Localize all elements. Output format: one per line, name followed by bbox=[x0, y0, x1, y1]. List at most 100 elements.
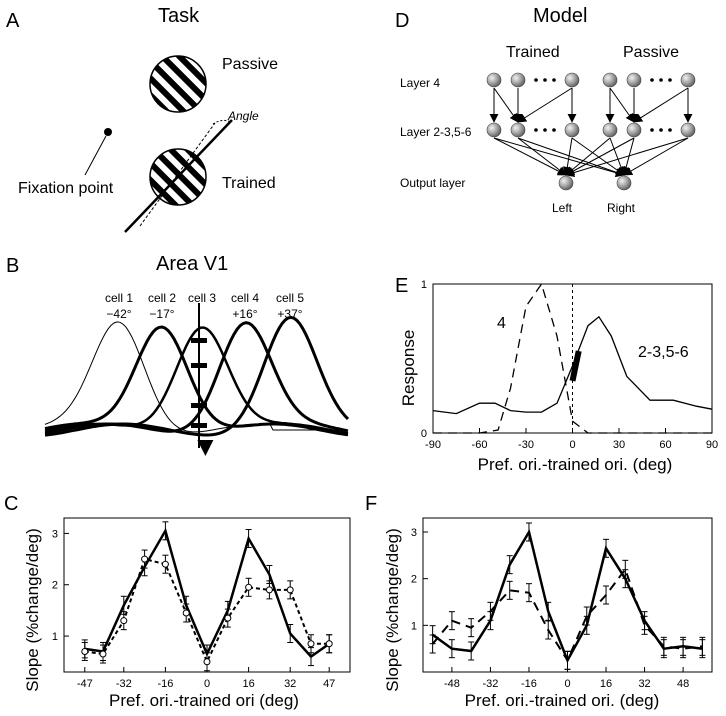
x-tick-label: -48 bbox=[444, 678, 460, 690]
panel-d-title: Model bbox=[533, 5, 587, 27]
data-point bbox=[203, 658, 211, 666]
panel-f-xlabel: Pref. ori.-trained ori. (deg) bbox=[465, 691, 660, 710]
layer4-unit bbox=[602, 72, 618, 88]
ellipsis-dot bbox=[668, 78, 672, 82]
connection-arrow bbox=[517, 87, 573, 123]
panel-e: E Response Pref. ori.-trained ori. (deg)… bbox=[395, 275, 718, 474]
panel-e-xlabel: Pref. ori.-trained ori. (deg) bbox=[478, 455, 673, 474]
reference-line bbox=[139, 122, 216, 227]
layer4-unit bbox=[510, 72, 526, 88]
connection-arrow bbox=[517, 137, 567, 176]
connection-arrow bbox=[571, 137, 625, 176]
panel-f-letter: F bbox=[365, 493, 377, 515]
panel-b: B Area V1 cell 1−42°cell 2−17°cell 3 cell… bbox=[6, 253, 350, 456]
output-layer-label: Output layer bbox=[400, 176, 465, 190]
chart-c: -47 -32 -16 0 16 32 47 1 2 3 bbox=[52, 517, 351, 690]
tuning-curve bbox=[44, 325, 349, 437]
layer4-unit bbox=[564, 72, 580, 88]
connection-arrow bbox=[609, 137, 626, 176]
x-tick-label: 32 bbox=[284, 678, 296, 690]
x-tick-label: 48 bbox=[677, 678, 689, 690]
cell-name-label: cell 4 bbox=[231, 291, 259, 305]
x-tick-label: 30 bbox=[613, 439, 625, 451]
layer23-unit bbox=[602, 122, 618, 138]
panel-f: F Slope (%change/deg) Pref. ori.-trained… bbox=[365, 493, 713, 710]
data-point bbox=[99, 650, 107, 658]
x-tick-label: -60 bbox=[472, 439, 488, 451]
data-point bbox=[81, 647, 89, 655]
layer23-unit bbox=[510, 122, 526, 138]
x-tick-label: -32 bbox=[116, 678, 132, 690]
series-line bbox=[432, 315, 713, 415]
data-point bbox=[182, 609, 190, 617]
layer4-label: Layer 4 bbox=[400, 76, 440, 90]
tuning-curves bbox=[44, 315, 350, 437]
connection-arrow bbox=[493, 137, 567, 176]
x-tick-label: 90 bbox=[706, 439, 718, 451]
ellipsis-dot bbox=[659, 78, 663, 82]
x-tick-label: 60 bbox=[659, 439, 671, 451]
ellipsis-dot bbox=[534, 78, 538, 82]
network-diagram bbox=[486, 72, 696, 191]
panel-a: A Task Passive Trained Angle Fixation po… bbox=[6, 5, 278, 233]
layer23-unit bbox=[680, 122, 696, 138]
panel-c: C Slope (%change/deg) Pref. ori.-trained… bbox=[4, 493, 351, 710]
y-tick-label: 3 bbox=[411, 527, 417, 539]
passive-grating bbox=[149, 55, 207, 113]
panel-d: D Model Trained Passive Layer 4 Layer 2-… bbox=[395, 5, 696, 215]
panel-b-title: Area V1 bbox=[156, 253, 228, 275]
operating-point-mark bbox=[569, 350, 582, 382]
fixation-pointer bbox=[84, 135, 107, 176]
tuning-curve bbox=[44, 321, 348, 433]
trained-orientation-line bbox=[124, 119, 233, 233]
ellipsis-dot bbox=[552, 128, 556, 132]
data-point bbox=[307, 640, 315, 648]
curve4-label: 4 bbox=[497, 315, 506, 332]
curve23-label: 2-3,5-6 bbox=[638, 344, 689, 361]
y-tick-label: 3 bbox=[52, 528, 58, 540]
cell-angle-label: +16° bbox=[232, 307, 257, 321]
y-tick-label: 1 bbox=[411, 620, 417, 632]
output-unit bbox=[616, 175, 632, 191]
data-point bbox=[161, 560, 169, 568]
cell-angle-label: +37° bbox=[277, 307, 302, 321]
x-tick-label: 0 bbox=[569, 439, 575, 451]
data-point bbox=[120, 617, 128, 625]
data-point bbox=[265, 586, 273, 594]
fixation-dot bbox=[104, 128, 112, 136]
ellipsis-dot bbox=[543, 128, 547, 132]
connection-arrow bbox=[623, 137, 689, 176]
ellipsis-dot bbox=[668, 128, 672, 132]
chart-f: -48 -32 -16 0 16 32 48 1 2 3 bbox=[411, 517, 713, 690]
layer23-unit bbox=[564, 122, 580, 138]
data-point bbox=[141, 555, 149, 563]
data-point bbox=[325, 640, 333, 648]
layer23-unit bbox=[626, 122, 642, 138]
x-tick-label: -90 bbox=[425, 439, 441, 451]
chart-e: -90 -60 -30 0 30 60 90 0 1 bbox=[421, 279, 718, 451]
y-tick-label: 1 bbox=[52, 631, 58, 643]
angle-arc bbox=[212, 119, 232, 125]
x-tick-label: 16 bbox=[242, 678, 254, 690]
x-tick-label: 0 bbox=[204, 678, 210, 690]
layer4-unit bbox=[626, 72, 642, 88]
layer23-unit bbox=[486, 122, 502, 138]
ellipsis-dot bbox=[659, 128, 663, 132]
connection-arrow bbox=[609, 87, 635, 123]
x-tick-label: -30 bbox=[518, 439, 534, 451]
y-tick-label: 2 bbox=[411, 574, 417, 586]
cell-labels: cell 1 −42° cell 2 −17° cell 3 cell 4 +16° cell… bbox=[105, 291, 304, 321]
panel-d-letter: D bbox=[395, 10, 409, 32]
cell-name-label: cell 3 bbox=[188, 291, 216, 305]
y-tick-label: 1 bbox=[421, 279, 427, 291]
x-tick-label: 32 bbox=[638, 678, 650, 690]
ellipsis-dot bbox=[543, 78, 547, 82]
panel-c-letter: C bbox=[4, 493, 18, 515]
x-tick-label: 47 bbox=[323, 678, 335, 690]
panel-c-xlabel: Pref. ori.-trained ori (deg) bbox=[109, 691, 299, 710]
x-tick-label: 16 bbox=[600, 678, 612, 690]
trained-group-label: Trained bbox=[506, 44, 560, 61]
panel-a-title: Task bbox=[158, 5, 200, 27]
connection-arrow bbox=[517, 137, 625, 177]
